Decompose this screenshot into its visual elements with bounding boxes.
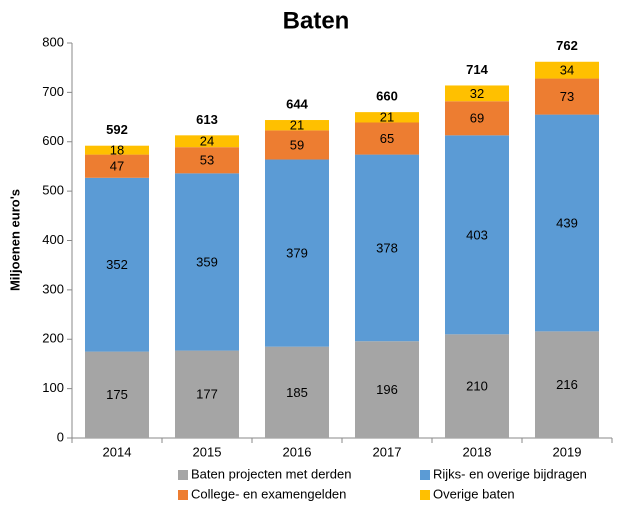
bar-segment — [85, 351, 149, 438]
total-label: 613 — [196, 112, 218, 127]
legend-swatch — [420, 470, 430, 480]
y-tick-label: 500 — [42, 183, 64, 198]
data-label: 73 — [560, 89, 574, 104]
data-label: 196 — [376, 382, 398, 397]
data-label: 185 — [286, 385, 308, 400]
data-label: 18 — [110, 143, 124, 158]
bar-segment — [535, 78, 599, 115]
legend-swatch — [420, 490, 430, 500]
bar-segment — [535, 331, 599, 438]
bar-segment — [355, 154, 419, 342]
bar-segment — [175, 173, 239, 351]
legend-label: College- en examengelden — [191, 486, 346, 501]
bar-segment — [445, 334, 509, 438]
y-axis-label: Miljoenen euro's — [7, 189, 22, 291]
y-tick-label: 400 — [42, 232, 64, 247]
total-label: 762 — [556, 38, 578, 53]
y-tick-label: 600 — [42, 133, 64, 148]
bar-segment — [85, 154, 149, 178]
bar-segment — [265, 346, 329, 438]
data-label: 379 — [286, 246, 308, 261]
legend-swatch — [178, 490, 188, 500]
y-tick-label: 200 — [42, 331, 64, 346]
bar-segment — [535, 61, 599, 79]
legend-label: Overige baten — [433, 486, 515, 501]
bar-segment — [175, 147, 239, 174]
total-label: 714 — [466, 62, 488, 77]
data-label: 21 — [380, 110, 394, 125]
y-tick-label: 700 — [42, 84, 64, 99]
y-tick-label: 300 — [42, 281, 64, 296]
bar-segment — [445, 101, 509, 136]
data-label: 24 — [200, 134, 214, 149]
data-label: 34 — [560, 63, 574, 78]
y-tick-label: 100 — [42, 380, 64, 395]
bar-segment — [265, 130, 329, 160]
data-label: 53 — [200, 153, 214, 168]
bar-segment — [175, 350, 239, 438]
bar-segment — [355, 122, 419, 155]
data-label: 47 — [110, 159, 124, 174]
data-label: 21 — [290, 118, 304, 133]
total-label: 644 — [286, 96, 308, 111]
bar-segment — [85, 145, 149, 155]
data-label: 216 — [556, 377, 578, 392]
legend-label: Rijks- en overige bijdragen — [433, 466, 587, 481]
bar-segment — [535, 114, 599, 332]
data-label: 177 — [196, 387, 218, 402]
x-tick-label: 2016 — [283, 444, 312, 459]
data-label: 32 — [470, 86, 484, 101]
data-label: 439 — [556, 215, 578, 230]
x-tick-label: 2014 — [103, 444, 132, 459]
data-label: 352 — [106, 257, 128, 272]
bar-segment — [175, 135, 239, 148]
chart-title: Baten — [283, 7, 350, 34]
data-label: 175 — [106, 387, 128, 402]
y-tick-label: 800 — [42, 34, 64, 49]
bar-segment — [445, 135, 509, 335]
x-tick-label: 2019 — [553, 444, 582, 459]
y-tick-label: 0 — [57, 429, 64, 444]
bar-segment — [265, 120, 329, 131]
data-label: 378 — [376, 240, 398, 255]
bar-segment — [445, 85, 509, 102]
bar-segment — [265, 159, 329, 347]
total-label: 592 — [106, 122, 128, 137]
bar-segment — [355, 112, 419, 123]
bar-segment — [355, 341, 419, 438]
total-label: 660 — [376, 89, 398, 104]
data-label: 69 — [470, 111, 484, 126]
data-label: 359 — [196, 254, 218, 269]
x-tick-label: 2018 — [463, 444, 492, 459]
data-label: 210 — [466, 379, 488, 394]
data-label: 65 — [380, 131, 394, 146]
legend-swatch — [178, 470, 188, 480]
bar-segment — [85, 177, 149, 352]
data-label: 59 — [290, 137, 304, 152]
x-tick-label: 2015 — [193, 444, 222, 459]
x-tick-label: 2017 — [373, 444, 402, 459]
data-label: 403 — [466, 227, 488, 242]
legend-label: Baten projecten met derden — [191, 466, 351, 481]
